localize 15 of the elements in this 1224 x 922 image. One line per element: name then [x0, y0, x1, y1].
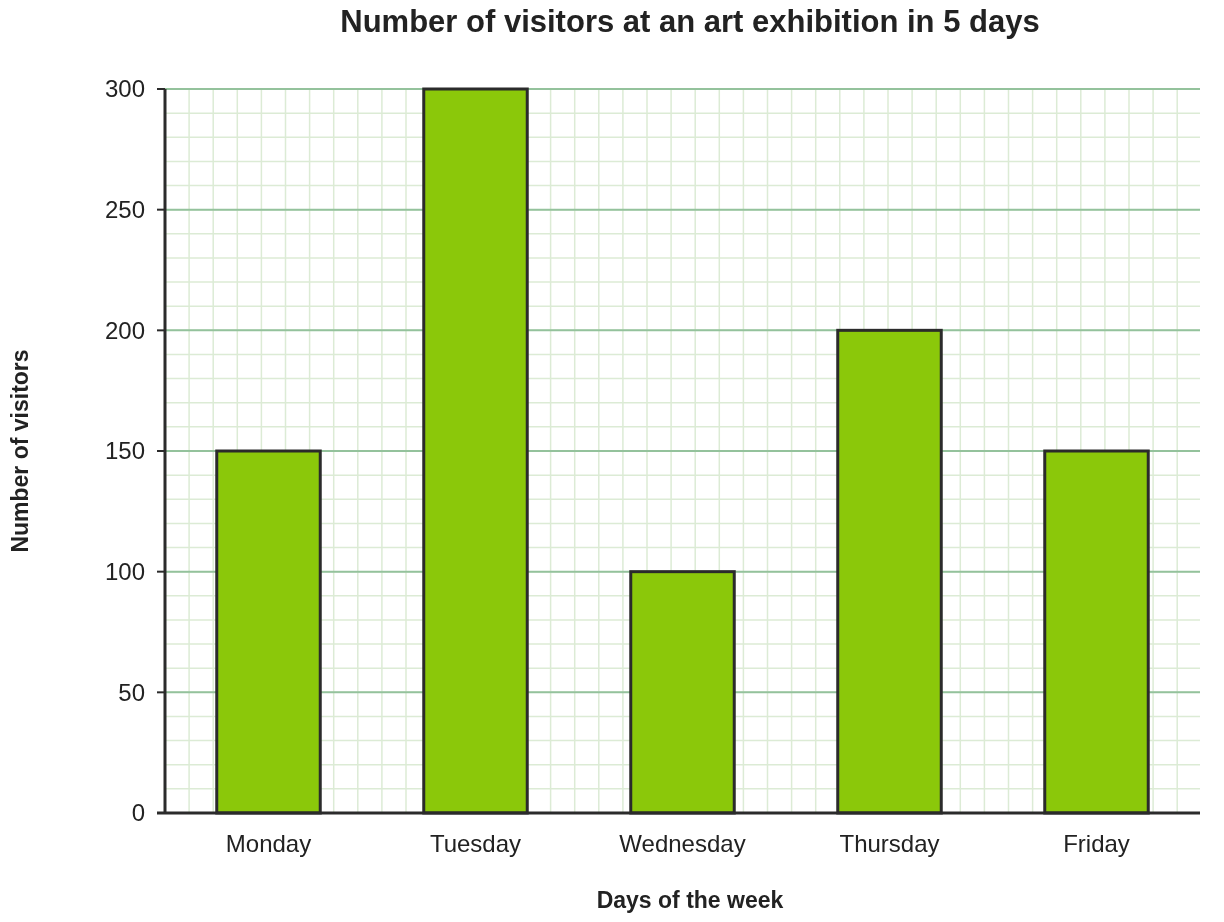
- y-tick-label: 0: [131, 799, 145, 827]
- x-tick-label: Tuesday: [429, 830, 522, 857]
- y-tick-label: 150: [104, 437, 145, 465]
- y-tick-label: 50: [118, 678, 145, 706]
- y-tick-label: 200: [104, 316, 145, 344]
- x-tick-label: Thursday: [839, 830, 940, 857]
- chart-title: Number of visitors at an art exhibition in 5 days: [340, 4, 1040, 39]
- x-axis-title: Days of the week: [596, 887, 784, 913]
- y-tick-label: 250: [104, 196, 145, 224]
- x-tick-label: Monday: [225, 830, 312, 857]
- x-tick-label: Friday: [1063, 830, 1130, 857]
- y-axis-title: Number of visitors: [7, 349, 33, 553]
- y-tick-label: 300: [104, 75, 145, 103]
- x-tick-label: Wednesday: [619, 830, 746, 857]
- y-tick-label: 100: [104, 558, 145, 586]
